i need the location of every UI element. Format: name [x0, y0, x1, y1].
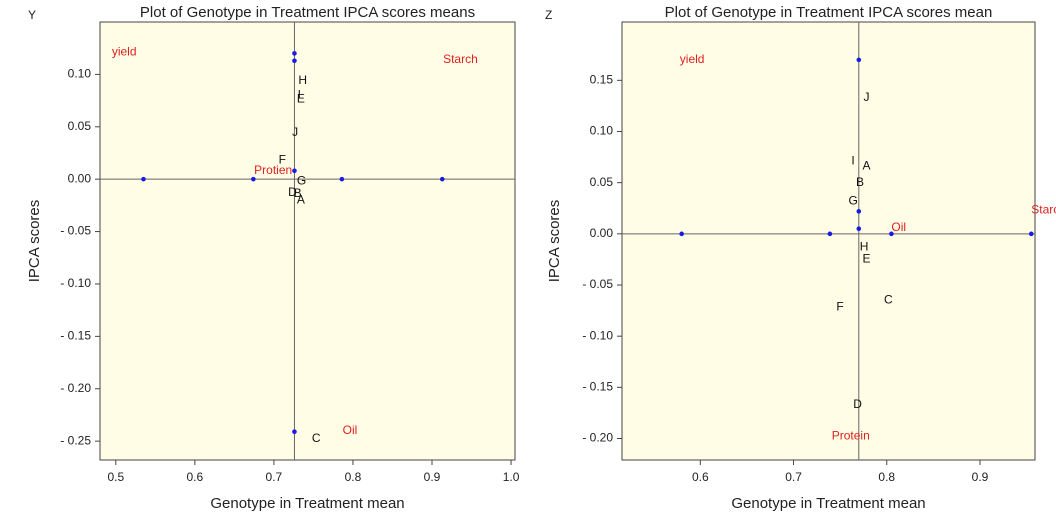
y-axis-label: IPCA scores	[26, 200, 43, 283]
point-label: E	[863, 252, 871, 266]
point-label: A	[297, 192, 305, 206]
x-tick-label: 0.5	[107, 470, 124, 484]
panel-label: Y	[28, 8, 36, 22]
point-label: H	[298, 73, 307, 87]
point	[827, 231, 833, 237]
point	[1028, 231, 1034, 237]
point-label: Protein	[832, 429, 870, 443]
point	[439, 176, 445, 182]
y-tick-label: 0.05	[590, 175, 614, 189]
y-tick-label: - 0.05	[582, 277, 613, 291]
point	[339, 176, 345, 182]
y-tick-label: - 0.10	[582, 328, 613, 342]
y-tick-label: 0.00	[590, 226, 614, 240]
point-label: B	[294, 186, 302, 200]
point-label: Oil	[343, 423, 358, 437]
point-label: yield	[680, 52, 705, 66]
x-tick-label: 0.6	[187, 470, 204, 484]
point-label: C	[312, 431, 321, 445]
point-label: C	[884, 293, 893, 307]
point-label: F	[279, 152, 286, 166]
x-tick-label: 0.9	[972, 470, 989, 484]
plot-area	[99, 21, 516, 461]
y-tick-label: 0.05	[68, 119, 92, 133]
x-axis-label: Genotype in Treatment mean	[731, 495, 925, 512]
y-tick-label: 0.00	[68, 171, 92, 185]
point-label: yield	[112, 45, 137, 59]
y-tick-label: - 0.05	[60, 224, 91, 238]
chart-title: Plot of Genotype in Treatment IPCA score…	[665, 4, 993, 21]
x-axis-label: Genotype in Treatment mean	[210, 495, 404, 512]
point-label: I	[298, 88, 301, 102]
y-tick-label: - 0.20	[582, 431, 613, 445]
point-label: G	[849, 193, 858, 207]
y-tick-label: - 0.15	[60, 329, 91, 343]
x-tick-label: 0.8	[345, 470, 362, 484]
point-label: B	[856, 175, 864, 189]
panel-label: Z	[545, 8, 552, 22]
point-label: D	[288, 185, 297, 199]
y-tick-label: - 0.25	[60, 433, 91, 447]
point	[856, 209, 862, 214]
y-tick-label: 0.10	[68, 67, 92, 81]
point-label: I	[851, 153, 854, 167]
point	[889, 231, 894, 237]
point-label: H	[860, 239, 869, 253]
x-tick-label: 0.6	[692, 470, 709, 484]
point-label: J	[863, 90, 869, 104]
plot-area	[621, 21, 1036, 461]
point-label: D	[853, 397, 862, 411]
x-tick-label: 0.9	[424, 470, 441, 484]
point-label: A	[863, 158, 871, 172]
x-tick-label: 0.7	[266, 470, 283, 484]
point	[856, 57, 862, 63]
y-axis-label: IPCA scores	[546, 200, 563, 283]
point-label: J	[292, 125, 298, 139]
x-tick-label: 0.7	[785, 470, 802, 484]
point	[251, 176, 256, 182]
y-tick-label: - 0.10	[60, 276, 91, 290]
y-tick-label: 0.10	[590, 124, 614, 138]
point	[292, 58, 297, 64]
point	[292, 168, 297, 174]
chart-title: Plot of Genotype in Treatment IPCA score…	[140, 4, 475, 21]
point	[679, 231, 684, 237]
point-label: E	[297, 92, 305, 106]
x-tick-label: 1.0	[503, 470, 520, 484]
point-label: Starch	[1031, 202, 1056, 216]
x-tick-label: 0.8	[878, 470, 895, 484]
point	[856, 226, 862, 232]
y-tick-label: - 0.15	[582, 380, 613, 394]
point	[292, 429, 297, 435]
point-label: G	[297, 173, 306, 187]
y-tick-label: 0.15	[590, 73, 614, 87]
point-label: Protien	[254, 163, 292, 177]
point-label: Starch	[443, 52, 478, 66]
point	[292, 51, 297, 56]
y-tick-label: - 0.20	[60, 381, 91, 395]
point-label: Oil	[891, 220, 906, 234]
point	[141, 176, 146, 182]
point-label: F	[836, 300, 843, 314]
